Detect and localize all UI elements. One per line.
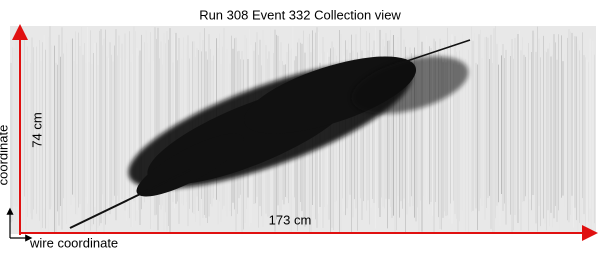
height-label: 74 cm	[29, 112, 44, 147]
width-label: 173 cm	[269, 212, 312, 227]
event-display: Run 308 Event 332 Collection view 74 cm …	[0, 0, 599, 253]
figure-title: Run 308 Event 332 Collection view	[199, 7, 401, 22]
page: {"header": {"title": "Run 308 Event 332 …	[0, 0, 599, 253]
x-axis-label: wire coordinate	[29, 235, 118, 250]
y-axis-label: coordinate	[0, 125, 10, 186]
